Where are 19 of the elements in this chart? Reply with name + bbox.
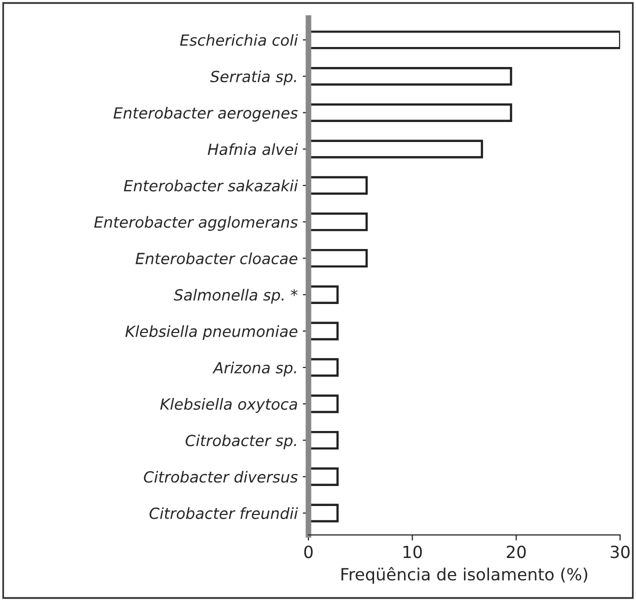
x-tick-label: 10 bbox=[404, 546, 422, 558]
y-tick-label: Arizona sp. bbox=[212, 362, 296, 376]
x-tick-label: 20 bbox=[506, 546, 526, 558]
y-tick-label: Serratia sp. bbox=[210, 70, 296, 86]
y-tick-label: Klebsiella oxytoca bbox=[160, 398, 298, 413]
y-tick-label: Citrobacter freundii bbox=[150, 507, 298, 520]
x-axis-title: Freqüência de isolamento (%) bbox=[342, 566, 588, 584]
y-tick-label: Enterobacter agglomerans bbox=[94, 216, 298, 231]
y-tick-label: Enterobacter cloacae bbox=[136, 252, 298, 264]
y-tick-label: Hafnia alvei bbox=[208, 143, 298, 156]
y-tick-label: Escherichia coli bbox=[180, 34, 298, 46]
y-tick-label: Klebsiella pneumoniae bbox=[125, 325, 298, 340]
y-tick-label: Enterobacter sakazakii bbox=[124, 180, 298, 192]
y-tick-label: Citrobacter diversus bbox=[144, 470, 298, 483]
y-tick-label: Enterobacter aerogenes bbox=[114, 106, 298, 122]
x-tick-label: 30 bbox=[610, 546, 630, 558]
y-tick-label: Citrobacter sp. bbox=[186, 434, 296, 450]
x-tick-label: 0 bbox=[304, 546, 313, 558]
y-tick-label: Salmonella sp. * bbox=[174, 288, 298, 304]
